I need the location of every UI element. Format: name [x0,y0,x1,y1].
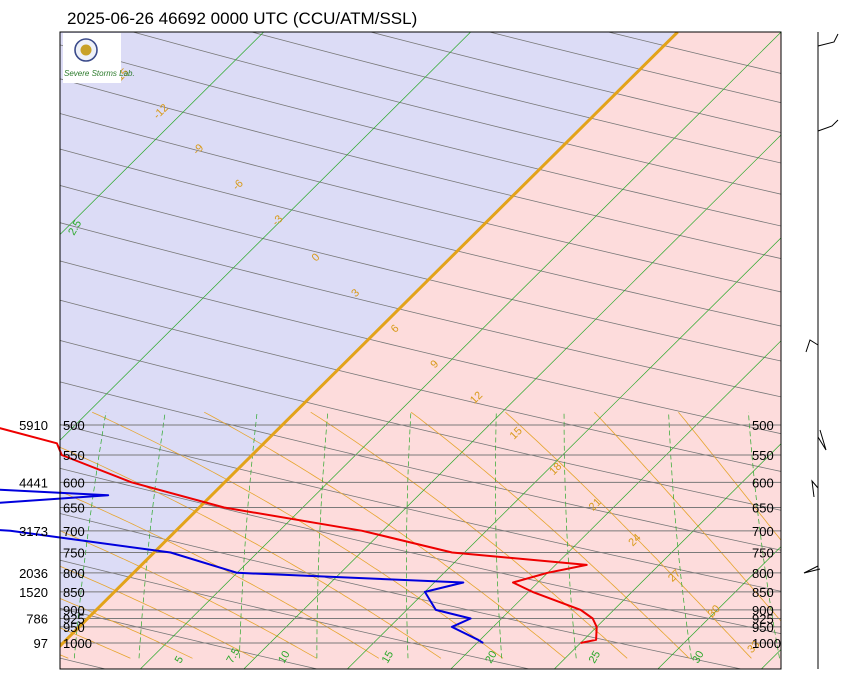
x-tick-label: 15 [380,649,397,666]
pressure-label-left: 500 [63,418,85,433]
moist-adiabat [410,411,690,659]
dry-adiabat [60,222,781,398]
mixing-ratio-line [406,412,412,659]
x-tick-label: 30 [690,649,707,666]
series-temperature [0,427,598,644]
pressure-label-left: 650 [63,501,85,516]
moist-adiabat [92,411,504,659]
dry-adiabat [60,513,743,669]
x-tick-label: 25 [587,649,604,666]
moist-adiabat [60,490,380,659]
dry-adiabat [369,32,781,133]
pressure-label-right: 800 [752,566,774,581]
x-tick-label: 10 [276,649,293,666]
height-label: 2036 [19,566,48,581]
pressure-label-right: 750 [752,546,774,561]
height-label: 4441 [19,475,48,490]
moist-adiabat [204,411,566,659]
mixing-ratio-line [316,412,329,659]
plot-frame [59,31,782,670]
pressure-label-left: 925 [63,611,85,626]
height-label: 786 [26,611,48,626]
dry-adiabat [60,299,781,472]
pressure-label-left: 600 [63,475,85,490]
moist-adiabat [594,411,781,622]
wind-barb [817,33,839,47]
x-tick-label: 20 [483,649,500,666]
dry-adiabat [60,559,532,669]
lab-logo: Severe Storms Lab. [63,33,135,83]
series-dewpoint [0,488,484,644]
moist-adiabat [0,412,6,658]
pressure-label-right: 1000 [752,636,781,651]
moist-adiabat [60,565,255,659]
isotherm [347,237,781,669]
dry-adiabat [250,32,781,164]
dry-adiabat [60,467,781,635]
moist-adiabat [60,530,317,659]
dry-adiabat [60,340,781,511]
logo-seal-center [80,44,92,56]
height-label: 1520 [19,585,48,600]
pressure-label-right: 550 [752,448,774,463]
height-label: 5910 [19,418,48,433]
wind-barb [811,479,819,498]
pressure-label-right: 600 [752,475,774,490]
height-label: 3173 [19,524,48,539]
x-tick-label: 5 [173,654,186,665]
pressure-label-right: 500 [752,418,774,433]
pressure-label-right: 950 [752,620,774,635]
isotherm [243,134,781,669]
mixing-ratio-line [239,412,258,659]
moist-adiabat [60,597,193,659]
isotherm [657,546,781,669]
isotherm [140,32,781,669]
pressure-label-right: 700 [752,524,774,539]
pressure-label-left: 1000 [63,636,92,651]
dry-adiabat [60,44,781,227]
sounding-series [0,427,598,644]
dry-adiabat [60,424,781,592]
dry-adiabat [60,260,781,435]
chart-title: 2025-06-26 46692 0000 UTC (CCU/ATM/SSL) [67,9,417,28]
dry-adiabat [60,113,781,293]
mixing-ratio-line [563,412,577,659]
isotherm [554,443,781,669]
moist-adiabat [505,411,752,659]
mixing-ratio-line [495,412,503,659]
pressure-label-right: 925 [752,611,774,626]
pressure-label-left: 800 [63,566,85,581]
wind-barb [817,119,839,132]
pressure-label-left: 700 [63,524,85,539]
height-label: 97 [34,636,48,651]
mixing-ratio-line [73,412,107,659]
pressure-label-right: 850 [752,585,774,600]
dry-adiabat [131,32,781,195]
pressure-label-left: 950 [63,620,85,635]
zero-isotherm [60,32,679,649]
moist-adiabat [678,411,781,541]
pressure-label-left: 550 [63,448,85,463]
mixing-ratio-line [748,412,780,659]
logo-text: Severe Storms Lab. [64,69,135,78]
wind-barb-panel [803,32,839,669]
dry-adiabat [60,185,781,362]
isotherm [60,32,264,235]
wind-barb [803,565,821,574]
mixing-ratio-line [668,412,692,659]
pressure-label-right: 900 [752,603,774,618]
wind-barb [817,429,827,451]
pressure-label-left: 850 [63,585,85,600]
wind-barb [805,339,819,353]
cold-region [60,32,678,669]
isotherm [60,32,471,441]
pressure-label-left: 750 [63,546,85,561]
moist-adiabat [60,627,131,659]
pressure-label-left: 900 [63,603,85,618]
pressure-label-right: 650 [752,501,774,516]
moist-adiabat [60,446,442,659]
dry-adiabat [60,78,781,259]
